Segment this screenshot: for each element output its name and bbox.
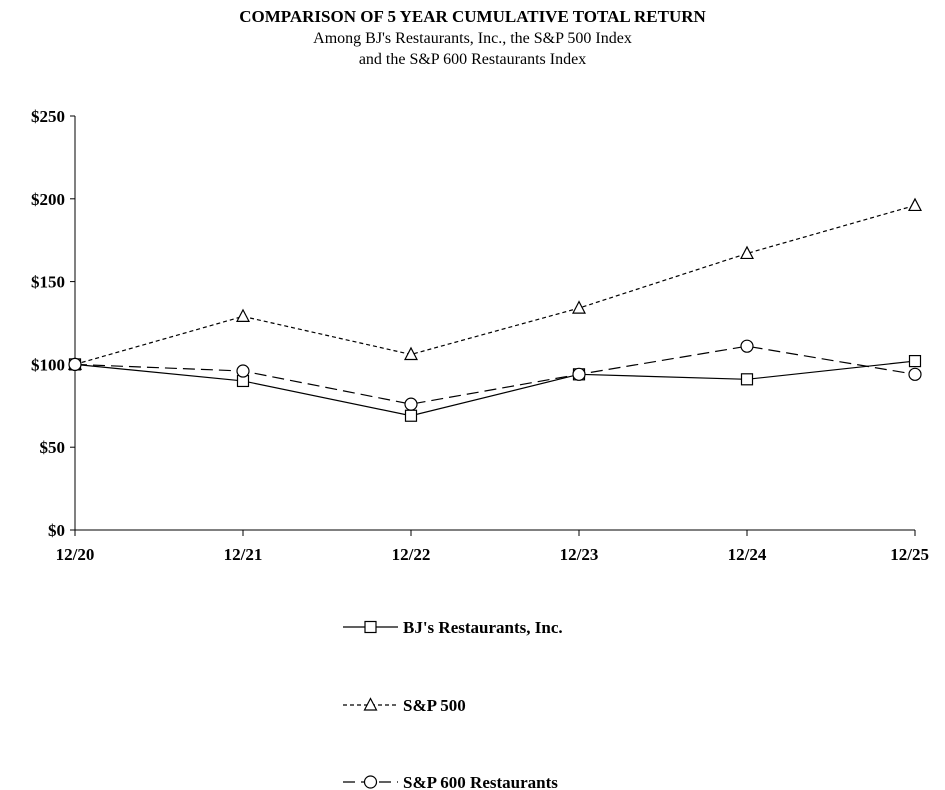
legend-label: BJ's Restaurants, Inc. (403, 618, 563, 637)
chart-titles: COMPARISON OF 5 YEAR CUMULATIVE TOTAL RE… (0, 6, 945, 70)
x-tick-label: 12/20 (56, 545, 95, 564)
series-square (68, 354, 922, 422)
series-circle (68, 339, 922, 411)
data-point-triangle (572, 300, 586, 314)
series-line (74, 204, 916, 365)
y-tick-label: $150 (31, 273, 65, 292)
x-tick-label: 12/22 (392, 545, 431, 564)
x-tick-label: 12/25 (890, 545, 929, 564)
data-point-circle (68, 357, 82, 371)
chart-legend: BJ's Restaurants, Inc. S&P 500 S&P 600 Res… (343, 618, 563, 790)
data-point-triangle (908, 197, 922, 212)
y-tick-label: $200 (31, 190, 65, 209)
y-tick-label: $100 (31, 355, 65, 374)
chart-subtitle-line-1: Among BJ's Restaurants, Inc., the S&P 50… (313, 30, 632, 47)
data-point-circle (404, 397, 418, 411)
y-tick-label: $50 (40, 438, 66, 457)
chart-series (68, 197, 922, 422)
data-point-square (364, 620, 377, 634)
legend-item: BJ's Restaurants, Inc. (343, 618, 563, 637)
x-tick-label: 12/21 (224, 545, 263, 564)
data-point-circle (740, 339, 754, 353)
data-point-square (908, 354, 922, 368)
data-point-square (404, 409, 418, 422)
data-point-square (740, 373, 754, 386)
data-point-triangle (740, 245, 754, 260)
legend-item: S&P 600 Restaurants (343, 773, 558, 790)
legend-label: S&P 600 Restaurants (403, 773, 558, 790)
data-point-triangle (404, 346, 418, 361)
legend-label: S&P 500 (403, 696, 466, 715)
y-tick-label: $0 (48, 521, 65, 540)
series-line (74, 360, 916, 417)
legend-item: S&P 500 (343, 696, 466, 715)
data-point-triangle (236, 308, 250, 322)
data-point-circle (363, 775, 378, 789)
chart-axes: $0 $50 $100 $150 $200 $250 12/20 12/21 12/22 12/2… (31, 107, 929, 564)
series-triangle (68, 197, 922, 370)
x-tick-label: 12/24 (728, 545, 767, 564)
y-tick-label: $250 (31, 107, 65, 126)
x-tick-label: 12/23 (560, 545, 599, 564)
series-line (74, 345, 916, 405)
data-point-circle (572, 367, 586, 381)
chart-title: COMPARISON OF 5 YEAR CUMULATIVE TOTAL RE… (239, 7, 706, 26)
data-point-circle (908, 367, 922, 381)
data-point-triangle (363, 697, 378, 711)
data-point-circle (236, 364, 250, 378)
chart-subtitle-line-2: and the S&P 600 Restaurants Index (358, 51, 587, 68)
